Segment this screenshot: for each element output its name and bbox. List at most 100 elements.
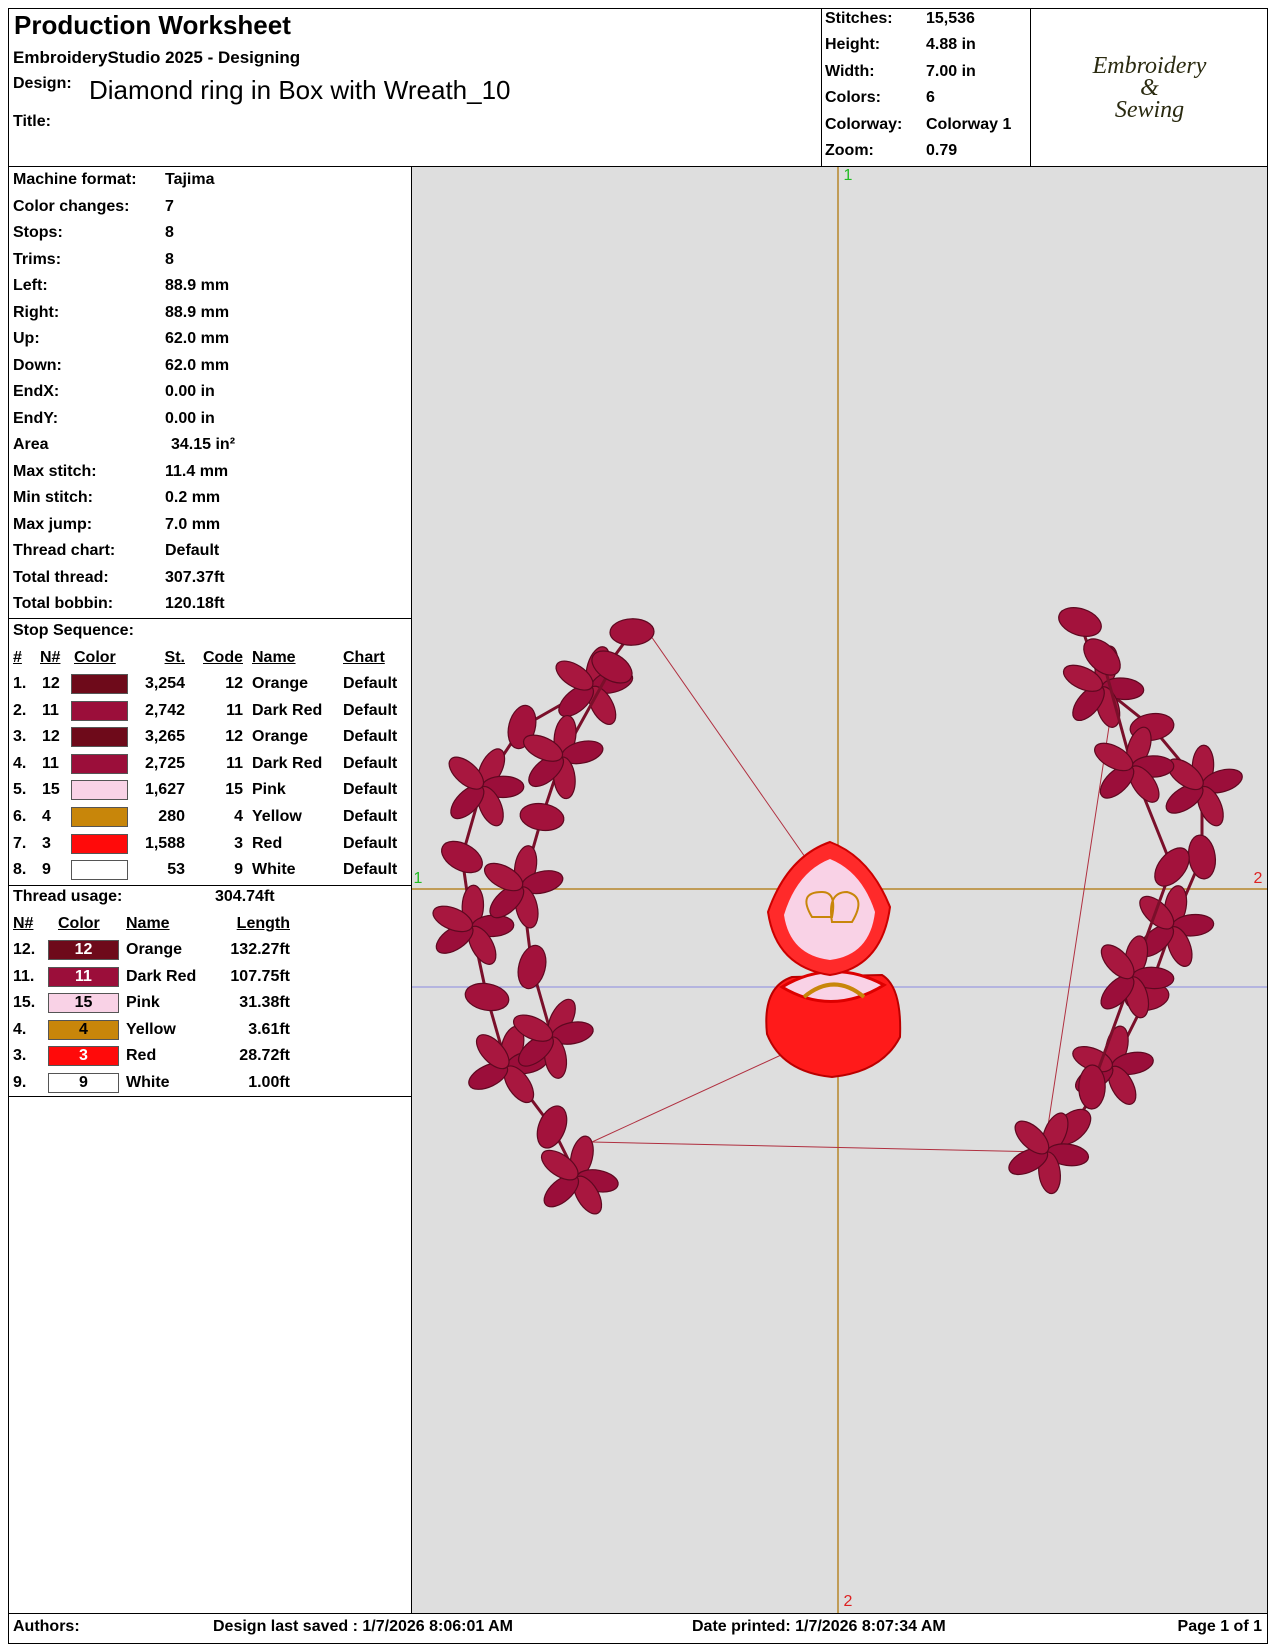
divider (8, 1096, 412, 1097)
info-label: Thread chart: (13, 542, 116, 559)
stop-number: 5. (13, 781, 27, 799)
stitch-count: 2,742 (144, 701, 185, 719)
info-value: 62.0 mm (165, 356, 230, 374)
info-value: 0.2 mm (165, 489, 221, 506)
axis-marker: 2 (1254, 870, 1263, 887)
swatch-label: 9 (79, 1074, 88, 1091)
swatch-label: 4 (79, 1020, 88, 1038)
info-label: Up: (13, 330, 40, 347)
needle-number: 3 (42, 834, 51, 852)
color-swatch (48, 993, 119, 1014)
thread-name: Yellow (252, 808, 302, 825)
info-label: Max jump: (13, 515, 93, 533)
stitch-count: 1,588 (144, 834, 185, 852)
thread-chart: Default (343, 675, 398, 692)
needle-number: 12. (13, 941, 36, 958)
summary-value: 4.88 in (926, 36, 976, 54)
worksheet-title: Production Worksheet (14, 10, 291, 40)
divider (8, 166, 1268, 167)
software-name: EmbroideryStudio 2025 - Designing (13, 48, 301, 67)
swatch-label: 11 (75, 967, 92, 985)
thread-chart: Default (343, 808, 398, 825)
petal (432, 905, 474, 933)
color-swatch (71, 674, 128, 694)
info-label: Trims: (13, 250, 62, 268)
thread-code: 11 (226, 754, 243, 772)
info-value: 8 (165, 224, 174, 241)
needle-number: 15. (13, 994, 36, 1012)
summary-frame (821, 8, 1031, 167)
petal (1062, 664, 1104, 692)
color-swatch (71, 780, 128, 801)
leaf (1083, 638, 1121, 676)
info-value: 34.15 in² (171, 436, 236, 453)
thread-chart: Default (343, 754, 398, 772)
info-value: 7.0 mm (165, 515, 221, 533)
color-swatch (48, 1073, 119, 1093)
summary-label: Zoom: (825, 142, 874, 159)
info-label: Machine format: (13, 171, 137, 188)
thread-code: 4 (234, 808, 243, 825)
leaf (1154, 847, 1190, 887)
divider (8, 885, 412, 886)
footer-saved: Design last saved : 1/7/2026 8:06:01 AM (213, 1618, 513, 1635)
thread-length: 3.61ft (248, 1020, 290, 1038)
info-label: Min stitch: (13, 489, 93, 506)
thread-code: 12 (225, 728, 243, 746)
info-value: Tajima (165, 171, 215, 188)
section-title: Thread usage: (13, 888, 123, 905)
thread-chart: Default (343, 701, 398, 719)
axis-marker: 1 (844, 167, 853, 184)
leaf (1058, 607, 1102, 637)
petal (1014, 1120, 1050, 1155)
petal (475, 1034, 510, 1070)
needle-number: 12 (42, 728, 60, 746)
color-swatch (48, 1046, 119, 1067)
info-label: EndY: (13, 409, 59, 427)
thread-length: 1.00ft (248, 1074, 290, 1091)
column-header: N# (13, 915, 34, 932)
thread-name: Orange (126, 941, 183, 958)
stop-number: 3. (13, 728, 27, 746)
info-value: 0.00 in (165, 409, 215, 427)
thread-name: Red (126, 1047, 157, 1065)
swatch-label: 3 (79, 1047, 88, 1065)
thread-chart: Default (343, 834, 398, 852)
color-swatch (48, 1019, 119, 1040)
summary-value: 15,536 (926, 10, 975, 27)
info-value: 88.9 mm (165, 303, 230, 321)
logo-text: Sewing (1114, 97, 1185, 123)
info-value: 0.00 in (165, 383, 215, 400)
thread-name: Orange (252, 728, 309, 746)
needle-number: 15 (42, 781, 60, 799)
thread-code: 3 (234, 834, 243, 852)
stitch-count: 53 (167, 861, 185, 879)
leaf (464, 982, 510, 1012)
color-swatch (48, 940, 119, 960)
info-label: Left: (13, 277, 48, 294)
section-title: Stop Sequence: (13, 622, 134, 639)
thread-chart: Default (343, 728, 398, 746)
petal (483, 862, 524, 892)
stop-number: 6. (13, 808, 27, 825)
color-swatch (71, 807, 128, 827)
thread-total: 304.74ft (215, 888, 275, 905)
column-header: Color (58, 915, 100, 932)
leaf (519, 802, 565, 832)
summary-label: Colorway: (825, 115, 903, 133)
needle-number: 12 (42, 675, 60, 692)
stop-number: 1. (13, 675, 27, 692)
needle-number: 4 (42, 808, 51, 825)
design-view: 1 1 2 2 (412, 167, 1267, 1613)
leaf (517, 944, 547, 990)
info-value: 307.37ft (165, 568, 225, 586)
info-value: 62.0 mm (165, 330, 230, 347)
summary-label: Height: (825, 36, 881, 54)
thread-chart: Default (343, 861, 398, 879)
design-name: Diamond ring in Box with Wreath_10 (89, 75, 511, 105)
swatch-label: 15 (74, 994, 93, 1012)
thread-name: Pink (126, 994, 160, 1012)
column-header: Name (252, 649, 296, 666)
info-value: Default (165, 542, 220, 559)
info-value: 7 (165, 197, 174, 215)
